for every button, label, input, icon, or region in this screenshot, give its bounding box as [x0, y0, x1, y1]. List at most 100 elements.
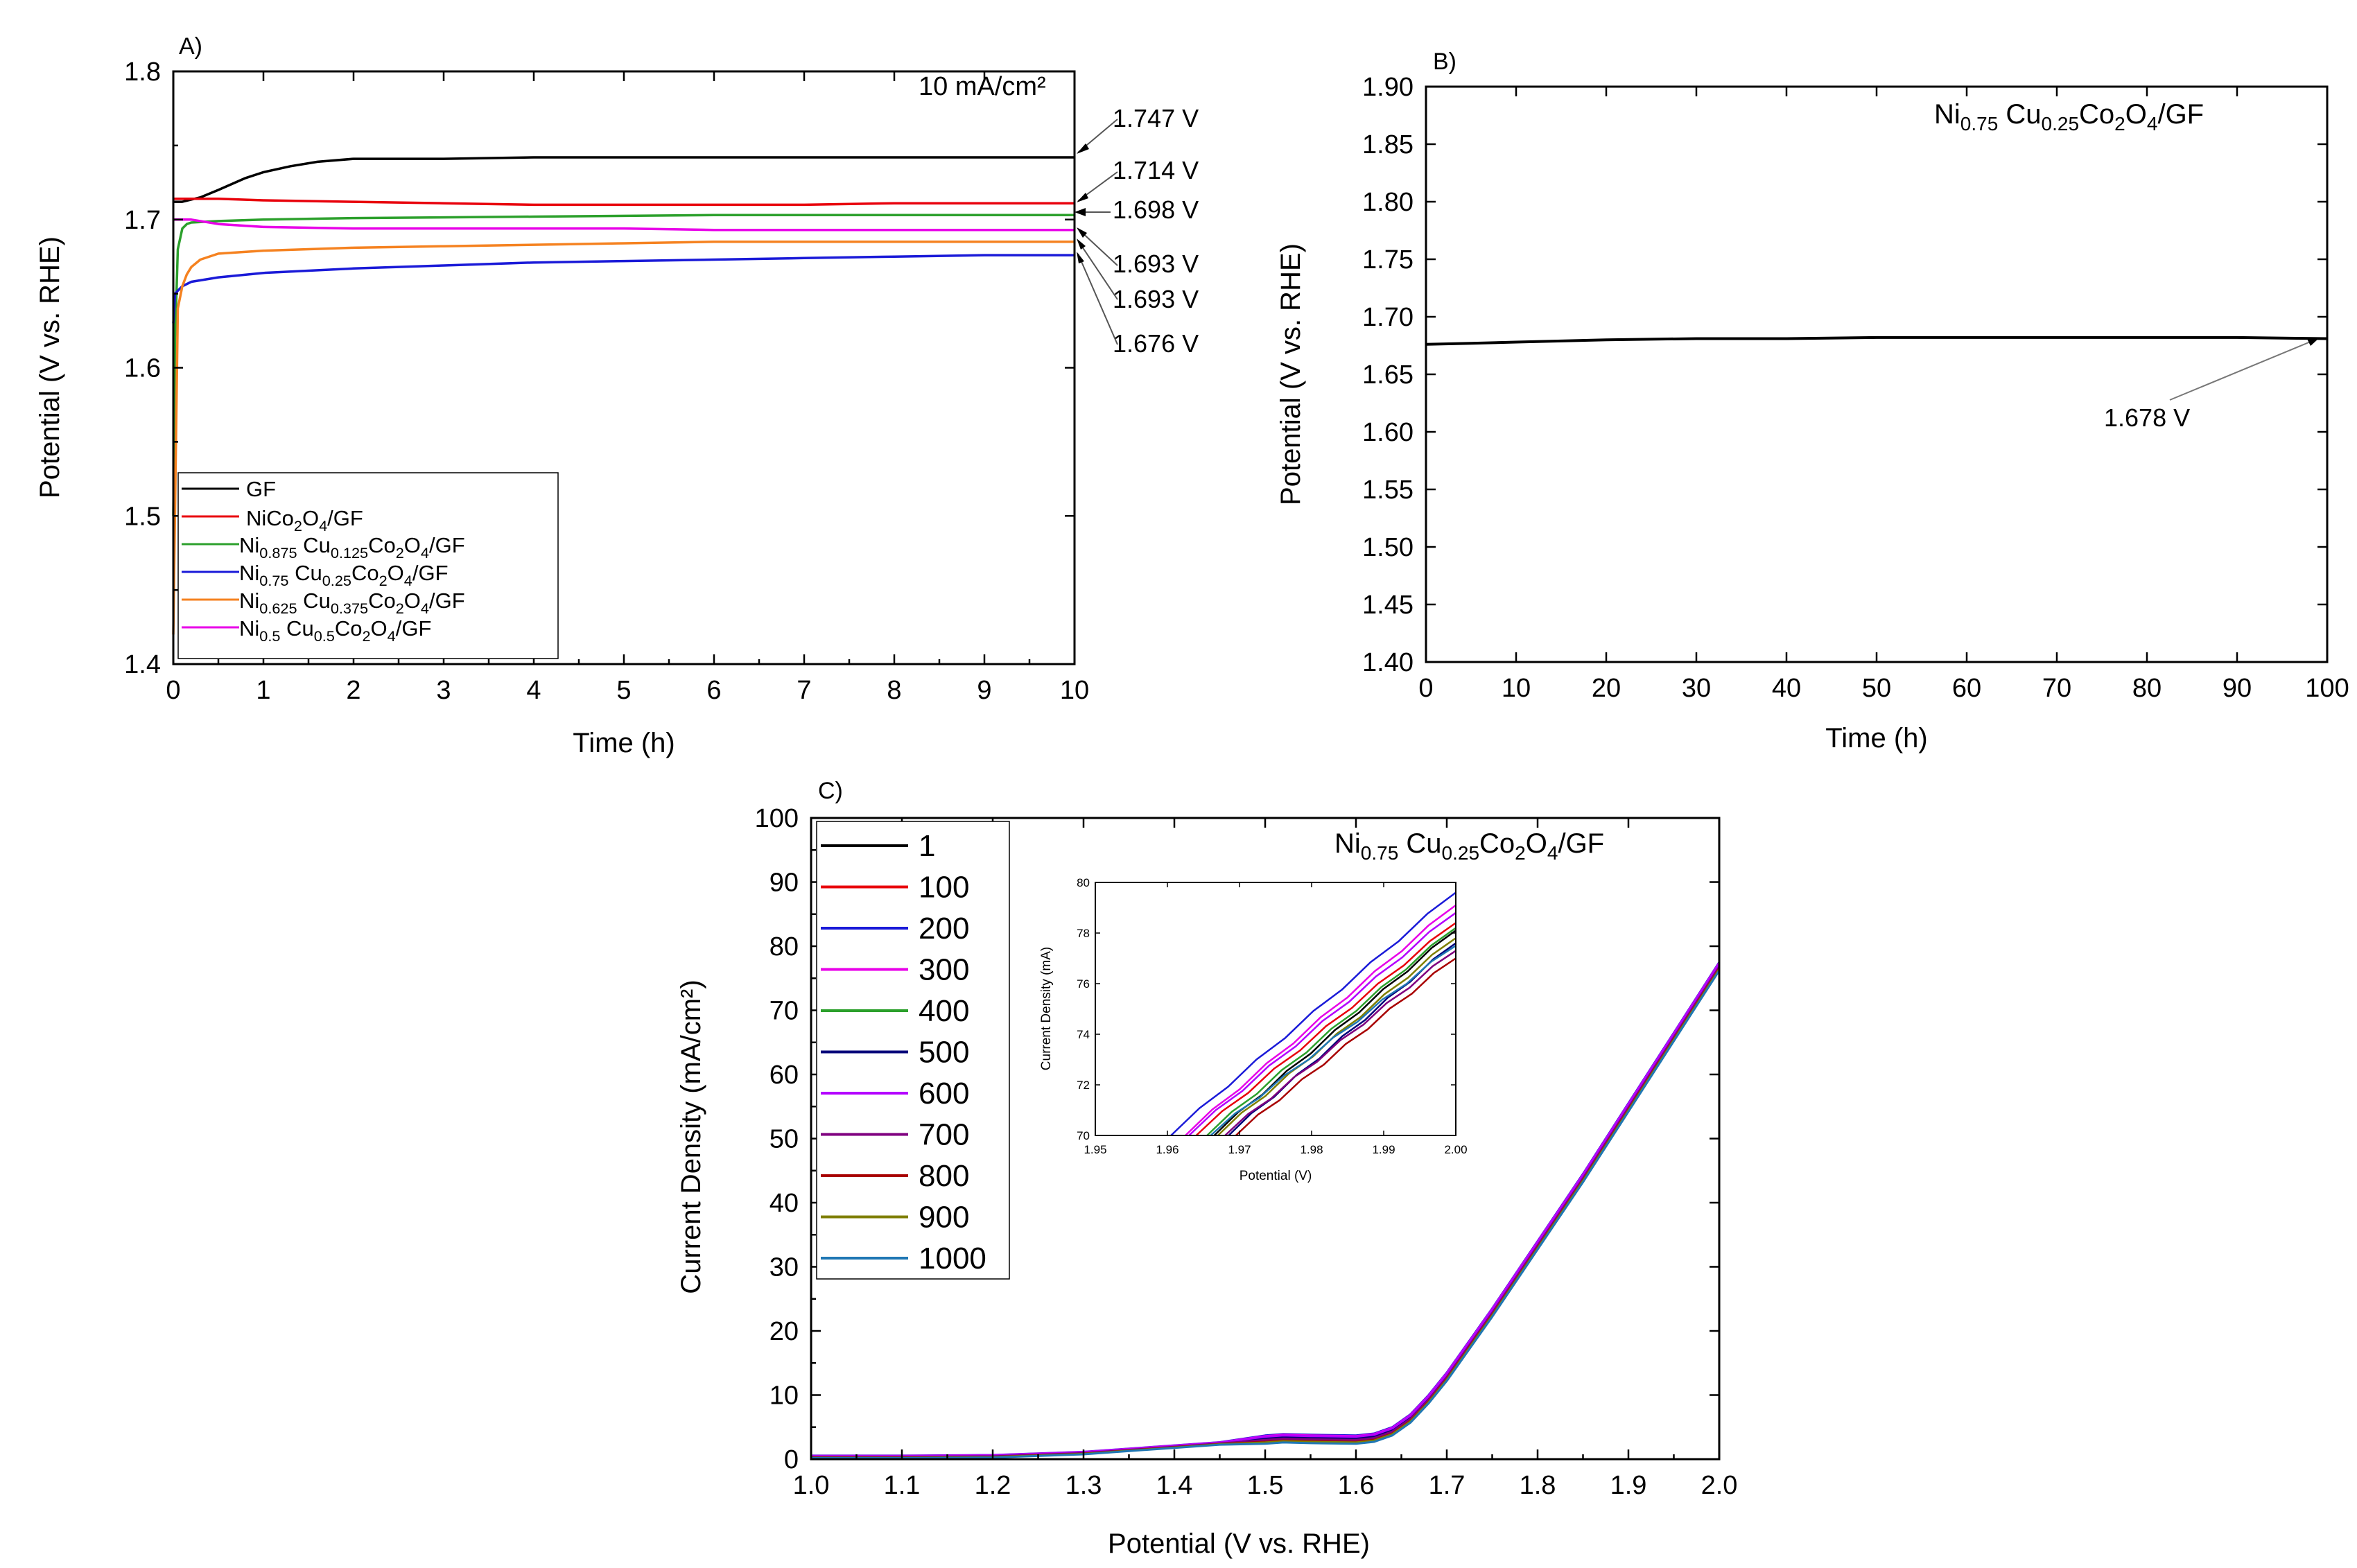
y-tick-label: 76 — [1077, 977, 1090, 991]
x-tick-label: 1.3 — [1066, 1471, 1102, 1500]
legend-entry-ni0875: Ni0.875 Cu0.125Co2O4/GF — [182, 533, 465, 561]
y-tick-label: 90 — [769, 869, 799, 898]
inset-line-300 — [1185, 904, 1456, 1136]
inset-xlabel: Potential (V) — [1240, 1169, 1312, 1183]
x-tick-label: 20 — [1592, 674, 1621, 703]
legend-entry-gf: GF — [182, 477, 276, 501]
x-tick-label: 2.0 — [1701, 1471, 1738, 1500]
y-tick-label: 10 — [769, 1382, 799, 1411]
x-tick-label: 8 — [887, 676, 901, 705]
legend-label-400: 400 — [919, 994, 969, 1028]
inset-ticks: 1.95 1.96 1.97 1.98 1.99 2.00 70 72 74 76 78 80 — [1077, 876, 1467, 1156]
panel-c-xlabel: Potential (V vs. RHE) — [1108, 1528, 1370, 1559]
y-tick-label: 1.80 — [1362, 188, 1414, 217]
x-tick-label: 3 — [436, 676, 451, 705]
y-tick-label: 80 — [1077, 876, 1090, 889]
x-tick-label: 80 — [2132, 674, 2162, 703]
x-tick-label: 7 — [797, 676, 811, 705]
panel-b-ticks: 0 10 20 30 40 50 60 70 80 90 100 1.40 1.45 1.50 1.55 1.… — [1362, 73, 2349, 703]
x-tick-label: 60 — [1952, 674, 1981, 703]
arrowhead-ni05 — [1077, 227, 1087, 238]
panel-a-annotation: 10 mA/cm² — [919, 72, 1046, 101]
y-tick-label: 1.40 — [1362, 648, 1414, 677]
panel-c-legend-box — [816, 821, 1010, 1280]
x-tick-label: 1.6 — [1338, 1471, 1375, 1500]
y-tick-label: 60 — [769, 1061, 799, 1090]
inset-line-1 — [1213, 930, 1456, 1136]
x-tick-label: 40 — [1772, 674, 1801, 703]
inset-line-900 — [1217, 937, 1456, 1136]
x-tick-label: 90 — [2223, 674, 2252, 703]
y-tick-label: 1.85 — [1362, 130, 1414, 159]
legend-label-ni0875: Ni0.875 Cu0.125Co2O4/GF — [239, 533, 465, 561]
x-tick-label: 1.99 — [1372, 1143, 1395, 1156]
series-line-ni0-875-cu0-125co2o4-gf — [172, 214, 1075, 516]
panel-a-legend-box — [177, 472, 559, 659]
x-tick-label: 30 — [1682, 674, 1711, 703]
panel-a-label: A) — [179, 33, 202, 60]
x-tick-label: 1.96 — [1156, 1143, 1178, 1156]
end-label-ni0875: 1.698 V — [1113, 195, 1199, 224]
y-tick-label: 1.55 — [1362, 476, 1414, 505]
y-tick-label: 1.50 — [1362, 533, 1414, 562]
panel-c-title: Ni0.75 Cu0.25Co2O4/GF — [1334, 828, 1604, 864]
x-tick-label: 2.00 — [1444, 1143, 1467, 1156]
y-tick-label: 80 — [769, 932, 799, 961]
legend-label-800: 800 — [919, 1159, 969, 1193]
x-tick-label: 1.9 — [1610, 1471, 1647, 1500]
y-tick-label: 70 — [769, 997, 799, 1026]
series-line-nico2o4-gf — [173, 198, 1075, 207]
arrowhead-ni0625 — [1077, 238, 1086, 250]
legend-entry-nico2o4: NiCo2O4/GF — [182, 506, 363, 534]
legend-label-300: 300 — [919, 953, 969, 987]
x-tick-label: 1.98 — [1300, 1143, 1323, 1156]
y-tick-label: 70 — [1077, 1129, 1090, 1142]
series-line-1000 — [811, 970, 1721, 1459]
inset-frame — [1095, 882, 1456, 1136]
series-line-ni0-75-cu0-25co2o4-gf — [172, 254, 1075, 324]
legend-label-700: 700 — [919, 1118, 969, 1152]
y-tick-label: 1.7 — [124, 206, 161, 235]
y-tick-label: 1.75 — [1362, 245, 1414, 275]
x-tick-label: 70 — [2042, 674, 2071, 703]
legend-label-ni05: Ni0.5 Cu0.5Co2O4/GF — [239, 616, 431, 645]
x-tick-label: 1.1 — [884, 1471, 921, 1500]
x-tick-label: 100 — [2305, 674, 2349, 703]
panel-a-xlabel: Time (h) — [573, 728, 675, 758]
inset-line-700 — [1224, 950, 1456, 1136]
panel-b-frame — [1425, 85, 2329, 663]
arrowhead-ni0875 — [1075, 208, 1086, 216]
x-tick-label: 10 — [1502, 674, 1531, 703]
y-tick-label: 74 — [1077, 1028, 1090, 1041]
panel-c-ticks: 1.0 1.1 1.2 1.3 1.4 1.5 1.6 1.7 1.8 1.9 2.00102030… — [755, 804, 1738, 1500]
panel-a-plot — [172, 156, 1075, 635]
end-label-nico2o4: 1.714 V — [1113, 156, 1199, 184]
x-tick-label: 1.8 — [1520, 1471, 1556, 1500]
y-tick-label: 1.8 — [124, 58, 161, 87]
end-label-gf: 1.747 V — [1113, 104, 1199, 132]
legend-label-1: 1 — [919, 829, 935, 863]
inset-ylabel: Current Density (mA) — [1039, 947, 1054, 1070]
panel-c-plot — [811, 961, 1721, 1459]
panel-b-end-arrowhead — [2307, 338, 2319, 346]
arrowhead-gf — [1077, 143, 1089, 154]
inset-line-1000 — [1210, 945, 1456, 1136]
x-tick-label: 50 — [1862, 674, 1891, 703]
inset-line-200 — [1170, 891, 1456, 1136]
x-tick-label: 4 — [526, 676, 541, 705]
x-tick-label: 1.0 — [793, 1471, 830, 1500]
y-tick-label: 1.4 — [124, 650, 161, 679]
series-line-gf — [173, 156, 1075, 203]
x-tick-label: 0 — [1418, 674, 1433, 703]
legend-label-nico2o4: NiCo2O4/GF — [246, 506, 363, 534]
y-tick-label: 1.70 — [1362, 303, 1414, 332]
panel-b: B) 0 10 20 30 40 50 60 70 80 90 100 1.40 1.45 1.50 1.5… — [1276, 49, 2349, 753]
legend-label-1000: 1000 — [919, 1242, 986, 1275]
panel-b-title: Ni0.75 Cu0.25Co2O4/GF — [1934, 99, 2204, 134]
panel-c-label: C) — [818, 778, 843, 804]
panel-a-end-labels: 1.747 V 1.714 V 1.698 V 1.693 V 1.693 V … — [1075, 104, 1199, 358]
y-tick-label: 1.5 — [124, 502, 161, 531]
arrow-ni0625 — [1077, 240, 1118, 300]
x-tick-label: 1 — [256, 676, 270, 705]
